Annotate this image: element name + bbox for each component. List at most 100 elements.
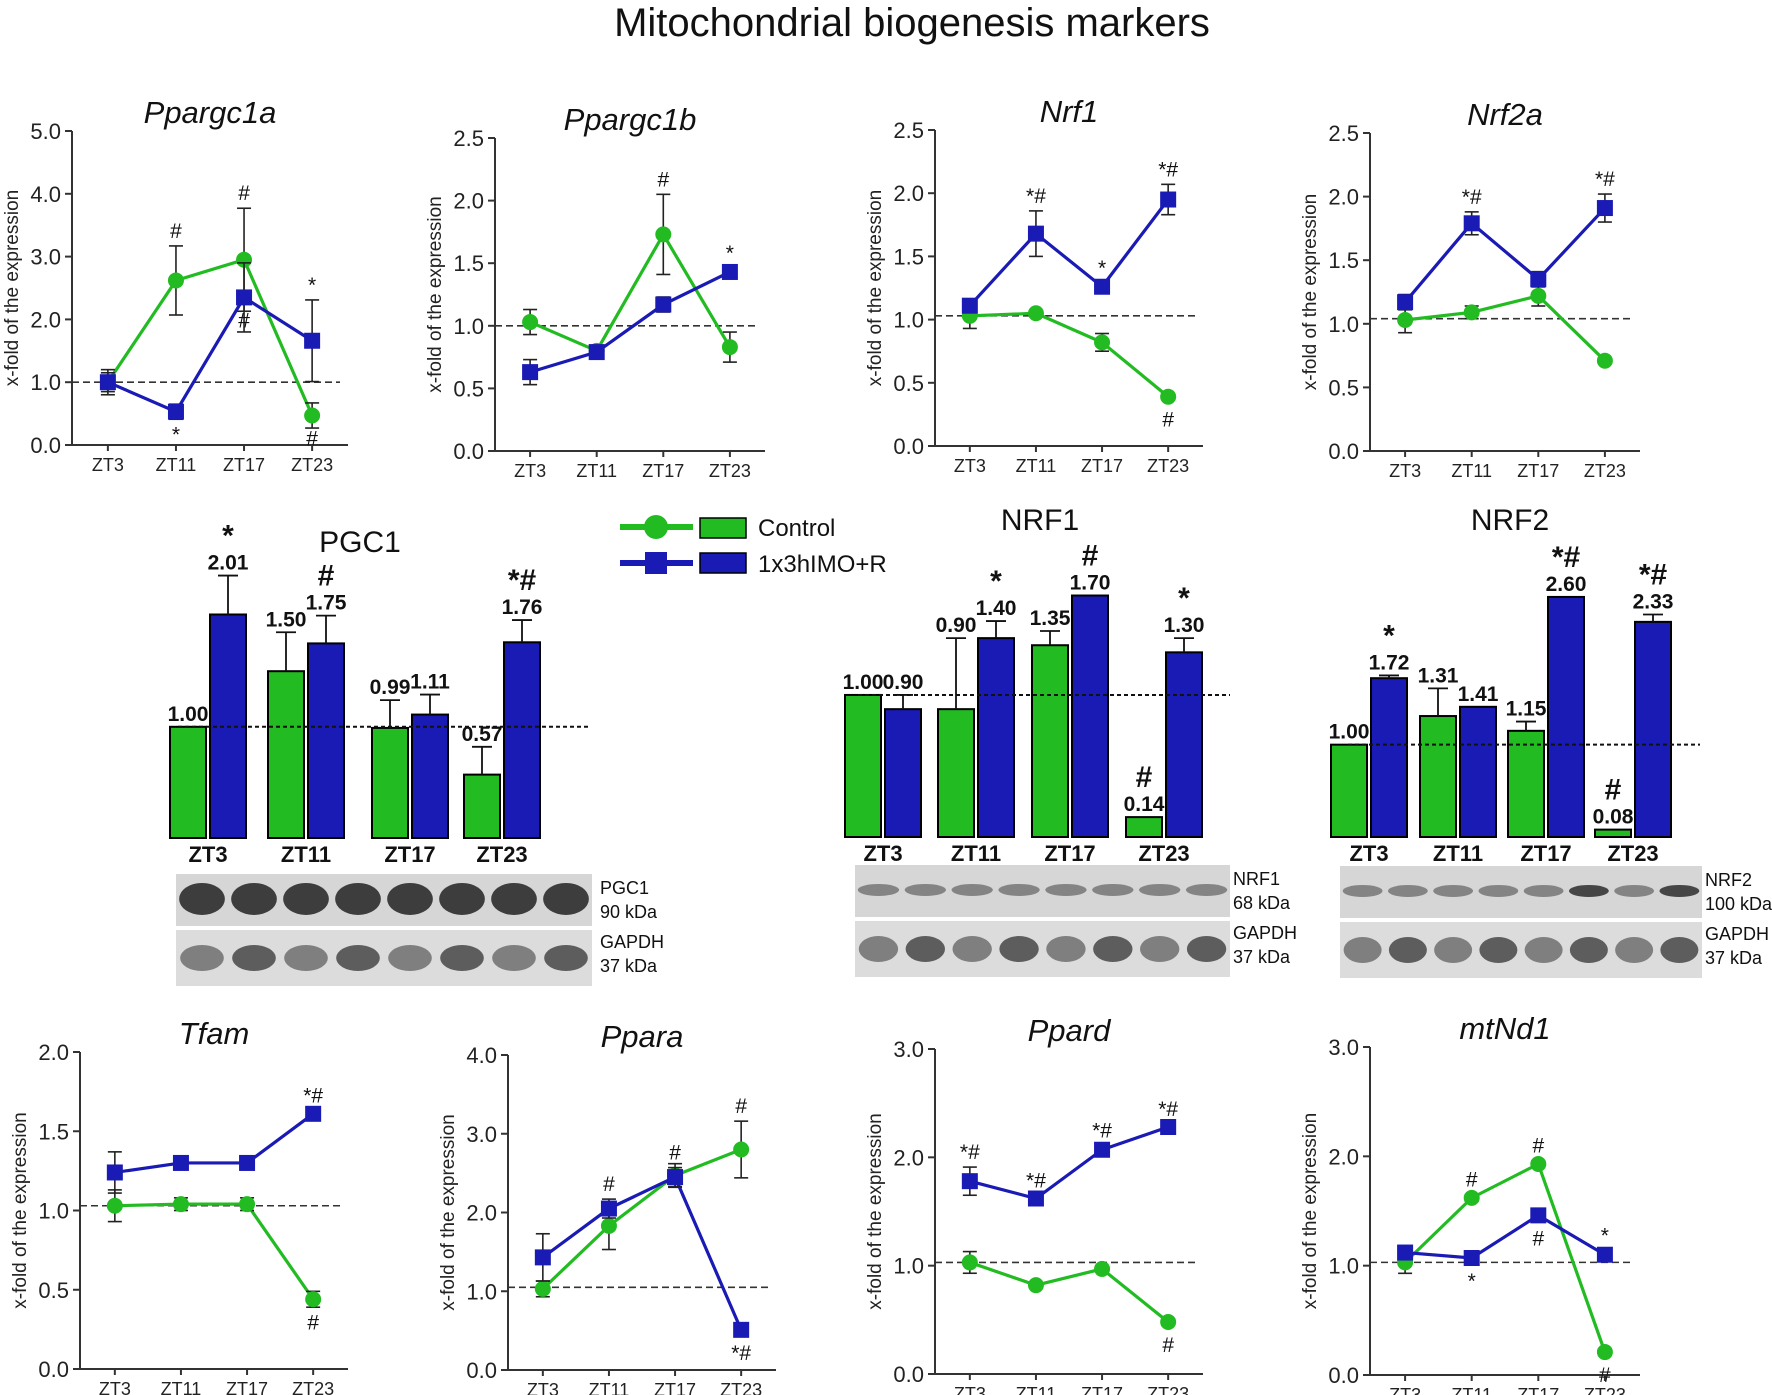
blot-band [335, 882, 381, 915]
y-tick-label: 1.0 [30, 370, 61, 395]
x-tick-label: ZT11 [576, 461, 617, 481]
y-axis-label: x-fold of the expression [1300, 194, 1321, 390]
data-point [1160, 388, 1177, 405]
legend-control-label: Control [758, 515, 835, 542]
blot-band [1568, 884, 1609, 897]
series-treated: *# [106, 1085, 323, 1194]
legend: Control 1x3hIMO+R [620, 515, 887, 578]
x-tick-label: ZT11 [589, 1380, 630, 1395]
y-tick-label: 2.0 [1328, 1144, 1359, 1169]
x-tick-label: ZT11 [281, 842, 331, 867]
x-tick-label: ZT17 [223, 455, 265, 475]
blot-loading-kda: 37 kDa [600, 956, 658, 976]
y-axis-label: x-fold of the expression [438, 1114, 459, 1310]
significance-mark: # [1532, 1135, 1544, 1158]
significance-mark: # [669, 1142, 681, 1165]
chart-title: Ppargc1a [144, 95, 277, 130]
significance-mark: # [238, 309, 250, 332]
series-line [529, 270, 731, 374]
significance-mark: # [1136, 761, 1153, 794]
y-tick-label: 0.5 [893, 371, 924, 396]
data-point [534, 1249, 551, 1266]
x-tick-label: ZT11 [1451, 461, 1492, 481]
blot-band [543, 882, 589, 915]
significance-mark: *# [1026, 1169, 1046, 1192]
series-control [1397, 284, 1613, 369]
blot-protein-kda: 90 kDa [600, 902, 658, 922]
data-point [1530, 1155, 1547, 1172]
data-point [1596, 200, 1613, 217]
series-line [1403, 1161, 1607, 1353]
data-point [1463, 304, 1480, 321]
data-label: 2.33 [1633, 590, 1674, 613]
blot-band [1434, 937, 1473, 963]
blot-band [1140, 936, 1180, 962]
significance-mark: # [318, 560, 335, 593]
data-point [1027, 1277, 1044, 1294]
data-point [733, 1321, 750, 1338]
bar [1031, 644, 1069, 838]
y-tick-label: 3.0 [893, 1037, 924, 1062]
bar [844, 693, 882, 839]
bar [371, 726, 409, 839]
x-tick-label: ZT3 [1389, 461, 1421, 481]
significance-mark: # [1162, 409, 1174, 432]
data-point [1530, 271, 1547, 288]
data-label: 1.30 [1164, 614, 1205, 637]
blot-protein-label: PGC1 [600, 878, 649, 898]
blot-loading-kda: 37 kDa [1705, 948, 1763, 968]
x-tick-label: ZT3 [527, 1380, 559, 1395]
legend-treated-swatch [699, 552, 747, 574]
series-treated: 0.901.40* 1.70#1.30* [883, 540, 1205, 839]
series-control: 1.000.90 1.350.14# [843, 607, 1165, 839]
data-point [172, 1196, 189, 1213]
chart-title: Ppargc1b [564, 102, 697, 137]
western-blot: PGC1 90 kDa GAPDH 37 kDa [176, 874, 664, 986]
series-control: # [522, 168, 738, 363]
y-tick-label: 0.0 [466, 1358, 497, 1383]
x-tick-label: ZT23 [1147, 456, 1189, 476]
data-label: 0.90 [883, 671, 924, 694]
blot-band [387, 882, 433, 915]
blot-band [1433, 884, 1474, 897]
chart-title: Tfam [179, 1016, 250, 1051]
panel-tfam: Tfam x-fold of the expression 0.0 0.5 1.0 1.5… [10, 1016, 348, 1395]
series-control: # [106, 1189, 322, 1334]
series-line [529, 231, 732, 353]
panel-nrf2a: Nrf2a x-fold of the expression 0.0 0.5 1.0 1.… [1300, 97, 1640, 481]
data-point [305, 1105, 322, 1122]
data-point [721, 263, 738, 280]
significance-mark: # [1162, 1334, 1174, 1357]
x-tick-label: ZT11 [156, 455, 197, 475]
series-control: # [961, 1250, 1177, 1357]
legend-treated: 1x3hIMO+R [620, 551, 887, 578]
data-point [1094, 1141, 1111, 1158]
series-line [969, 1260, 1170, 1324]
panel-mtnd1: mtNd1 x-fold of the expression 0.0 1.0 2.0 3.… [1300, 1011, 1640, 1395]
y-tick-label: 1.0 [893, 1254, 924, 1279]
significance-mark: *# [1462, 186, 1482, 209]
data-label: 1.00 [843, 671, 884, 694]
data-point [106, 1164, 123, 1181]
blot-loading-kda: 37 kDa [1233, 947, 1291, 967]
blot-band [491, 882, 537, 915]
x-tick-label: ZT3 [1389, 1385, 1421, 1395]
bar [1419, 715, 1457, 838]
y-tick-label: 1.5 [453, 251, 484, 276]
significance-mark: # [1466, 1169, 1478, 1192]
x-tick-label: ZT23 [1138, 841, 1189, 866]
blot-band [1046, 936, 1086, 962]
panel-nrf1: Nrf1 x-fold of the expression 0.0 0.5 1.0 1.5… [865, 94, 1203, 476]
data-point [1397, 294, 1414, 311]
y-tick-label: 3.0 [30, 245, 61, 270]
series-line [969, 311, 1170, 398]
blot-loading-label: GAPDH [1705, 924, 1769, 944]
data-label: 0.99 [370, 676, 411, 699]
y-tick-label: 2.0 [453, 189, 484, 214]
series-line [541, 1148, 742, 1291]
data-point [1160, 191, 1177, 208]
significance-mark: # [1605, 774, 1622, 807]
blot-band [1387, 884, 1428, 897]
series-line [969, 1125, 1169, 1201]
chart-title: mtNd1 [1459, 1011, 1550, 1046]
